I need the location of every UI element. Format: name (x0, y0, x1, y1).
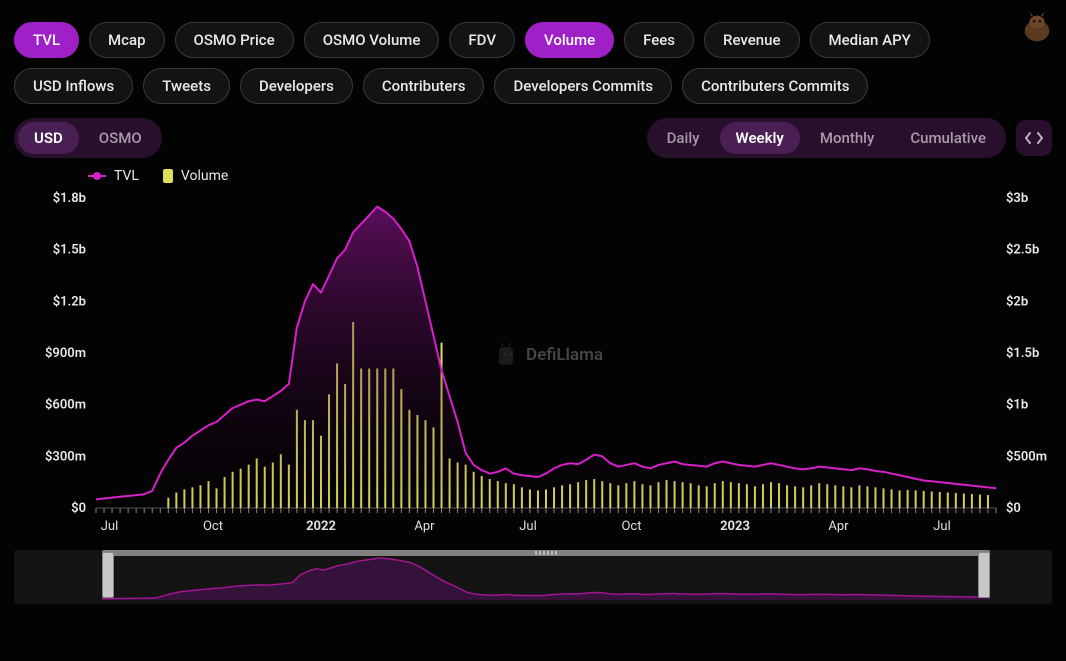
svg-text:$0: $0 (1006, 501, 1021, 516)
svg-text:$1.2b: $1.2b (53, 294, 86, 309)
metric-pill-osmo-volume[interactable]: OSMO Volume (304, 22, 440, 58)
svg-text:Oct: Oct (203, 519, 223, 534)
svg-text:$1.5b: $1.5b (1006, 346, 1039, 361)
metric-pill-revenue[interactable]: Revenue (704, 22, 800, 58)
metric-pill-osmo-price[interactable]: OSMO Price (175, 22, 294, 58)
brush-handle-left[interactable] (102, 552, 114, 598)
svg-text:$2b: $2b (1006, 294, 1028, 309)
interval-daily[interactable]: Daily (651, 122, 716, 154)
metric-pill-contributers[interactable]: Contributers (363, 68, 485, 104)
main-chart[interactable]: $0 $300m $600m $900m $1.2b $1.5b $1.8b $0 $500m $… (14, 186, 1052, 544)
metric-pill-mcap[interactable]: Mcap (89, 22, 164, 58)
svg-text:$1b: $1b (1006, 398, 1028, 413)
range-brush[interactable] (14, 550, 1052, 604)
svg-text:Oct: Oct (621, 519, 641, 534)
metric-pill-fdv[interactable]: FDV (449, 22, 515, 58)
interval-weekly[interactable]: Weekly (720, 122, 800, 154)
svg-text:Jul: Jul (519, 519, 537, 534)
interval-monthly[interactable]: Monthly (804, 122, 890, 154)
metric-pill-median-apy[interactable]: Median APY (810, 22, 930, 58)
interval-toggle-group: DailyWeeklyMonthlyCumulative (647, 118, 1006, 158)
metric-pill-contributers-commits[interactable]: Contributers Commits (682, 68, 868, 104)
expand-button[interactable] (1016, 120, 1052, 156)
svg-text:$1.5b: $1.5b (53, 243, 86, 258)
svg-text:Apr: Apr (414, 519, 435, 534)
svg-text:$3b: $3b (1006, 191, 1028, 206)
metric-pill-tweets[interactable]: Tweets (143, 68, 230, 104)
metric-pill-usd-inflows[interactable]: USD Inflows (14, 68, 133, 104)
svg-text:Jul: Jul (933, 519, 951, 534)
svg-text:$500m: $500m (1006, 449, 1047, 464)
currency-usd[interactable]: USD (18, 122, 79, 154)
svg-text:$300m: $300m (45, 449, 86, 464)
currency-toggle-group: USDOSMO (14, 118, 162, 158)
metric-pill-developers-commits[interactable]: Developers Commits (494, 68, 672, 104)
chart-legend: TVL Volume (14, 168, 1052, 184)
svg-text:$1.8b: $1.8b (53, 191, 86, 206)
line-marker-icon (88, 172, 106, 180)
svg-text:$600m: $600m (45, 398, 86, 413)
expand-icon (1025, 131, 1043, 145)
svg-text:Apr: Apr (828, 519, 849, 534)
legend-label: Volume (181, 168, 228, 184)
legend-item-tvl[interactable]: TVL (88, 168, 139, 184)
svg-text:Jul: Jul (101, 519, 119, 534)
brush-track-top[interactable] (102, 550, 990, 556)
metric-pill-developers[interactable]: Developers (240, 68, 353, 104)
legend-label: TVL (114, 168, 139, 184)
mascot-image (1018, 8, 1056, 46)
svg-text:$2.5b: $2.5b (1006, 243, 1039, 258)
brush-handle-right[interactable] (978, 552, 990, 598)
svg-text:$900m: $900m (45, 346, 86, 361)
svg-text:2023: 2023 (720, 519, 750, 534)
metrics-pill-row: TVL Mcap OSMO Price OSMO VolumeFDV Volume Fee… (14, 22, 1052, 104)
metric-pill-fees[interactable]: Fees (624, 22, 694, 58)
metric-pill-tvl[interactable]: TVL (14, 22, 79, 58)
bar-marker-icon (163, 169, 173, 183)
currency-osmo[interactable]: OSMO (83, 122, 158, 154)
svg-text:2022: 2022 (306, 519, 336, 534)
interval-cumulative[interactable]: Cumulative (894, 122, 1002, 154)
metric-pill-volume[interactable]: Volume (525, 22, 614, 58)
legend-item-volume[interactable]: Volume (163, 168, 228, 184)
svg-text:$0: $0 (71, 501, 86, 516)
